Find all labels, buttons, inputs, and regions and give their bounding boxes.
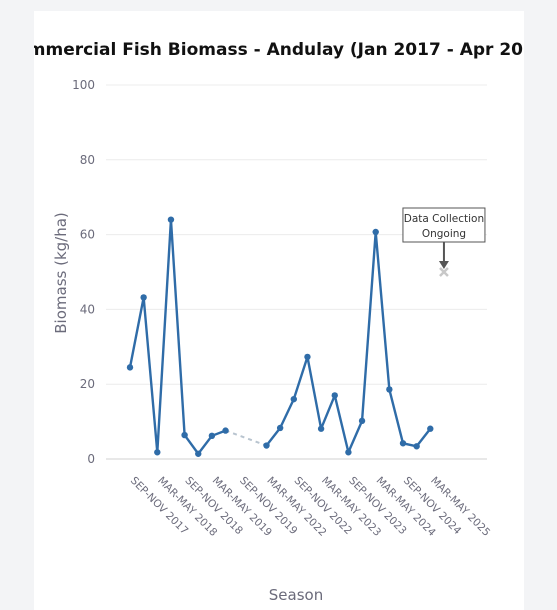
data-point [386,386,393,393]
data-point [358,417,366,425]
data-point [317,425,325,432]
pending-point-marker [439,267,449,277]
chart-title: Commercial Fish Biomass - Andulay (Jan 2… [34,40,524,60]
y-tick-label: 100 [72,78,95,92]
y-tick-label: 60 [80,228,95,242]
data-point [372,228,379,236]
y-tick-label: 20 [80,377,95,391]
data-point [290,395,297,403]
data-point [222,427,229,434]
y-tick-label: 0 [87,452,95,466]
data-point [208,432,216,440]
data-point [304,353,311,361]
series-line [128,218,226,455]
data-point [140,294,147,301]
annotation: Data Collection Ongoing [402,207,486,269]
series-lines [128,218,432,455]
gap-connector-line [225,429,267,447]
y-axis-label: Biomass (kg/ha) [52,212,70,334]
data-point [181,431,188,439]
annotation-box [402,207,486,243]
gridlines [106,84,487,460]
data-point [154,449,161,456]
data-points [126,216,449,457]
data-point [126,364,134,371]
data-point [413,443,420,450]
annotation-text: Data Collection [404,213,484,225]
series-line [265,230,432,454]
y-tick-label: 80 [80,153,95,167]
data-point [427,425,434,432]
data-point [345,449,352,456]
annotation-arrow-head [438,261,449,269]
data-point [331,392,338,399]
data-point [263,442,270,449]
data-point [167,216,175,223]
annotation-text: Ongoing [422,228,466,240]
data-point [399,440,407,447]
chart-card: 0 20 40 60 80 100 SEP-NOV 2017 MAR-MAY 2018 SEP… [34,11,524,610]
y-tick-labels: 0 20 40 60 80 100 [72,78,95,466]
data-point [276,424,284,432]
data-point [195,450,202,457]
y-tick-label: 40 [80,302,95,316]
x-axis-label: Season [269,586,323,604]
